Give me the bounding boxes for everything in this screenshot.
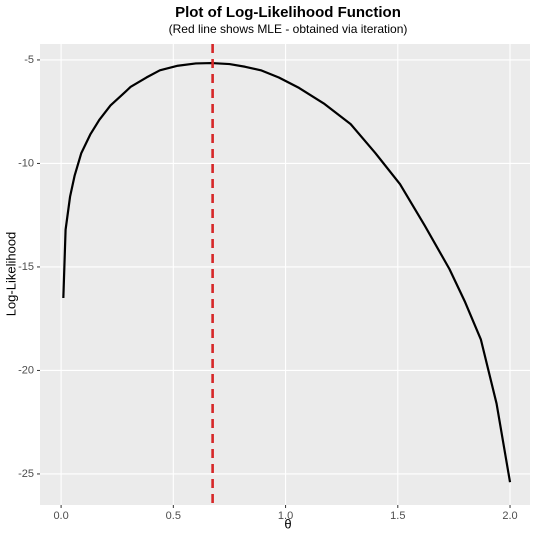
plot-panel bbox=[40, 44, 530, 505]
chart-subtitle: (Red line shows MLE - obtained via itera… bbox=[169, 22, 408, 36]
chart-title: Plot of Log-Likelihood Function bbox=[175, 4, 401, 21]
y-axis-title: Log-Likelihood bbox=[3, 232, 18, 317]
x-tick-label: 0.0 bbox=[53, 510, 68, 522]
x-tick-label: 0.5 bbox=[166, 510, 181, 522]
y-tick-label: -25 bbox=[18, 468, 34, 480]
x-tick-label: 1.0 bbox=[278, 510, 293, 522]
data-line bbox=[62, 61, 512, 483]
y-tick-label: -10 bbox=[18, 157, 34, 169]
x-axis-title: θ bbox=[284, 516, 291, 531]
y-tick-label: -20 bbox=[18, 364, 34, 376]
x-tick-label: 2.0 bbox=[502, 510, 517, 522]
y-tick-label: -15 bbox=[18, 261, 34, 273]
y-tick-label: -5 bbox=[24, 54, 34, 66]
x-tick-label: 1.5 bbox=[390, 510, 405, 522]
